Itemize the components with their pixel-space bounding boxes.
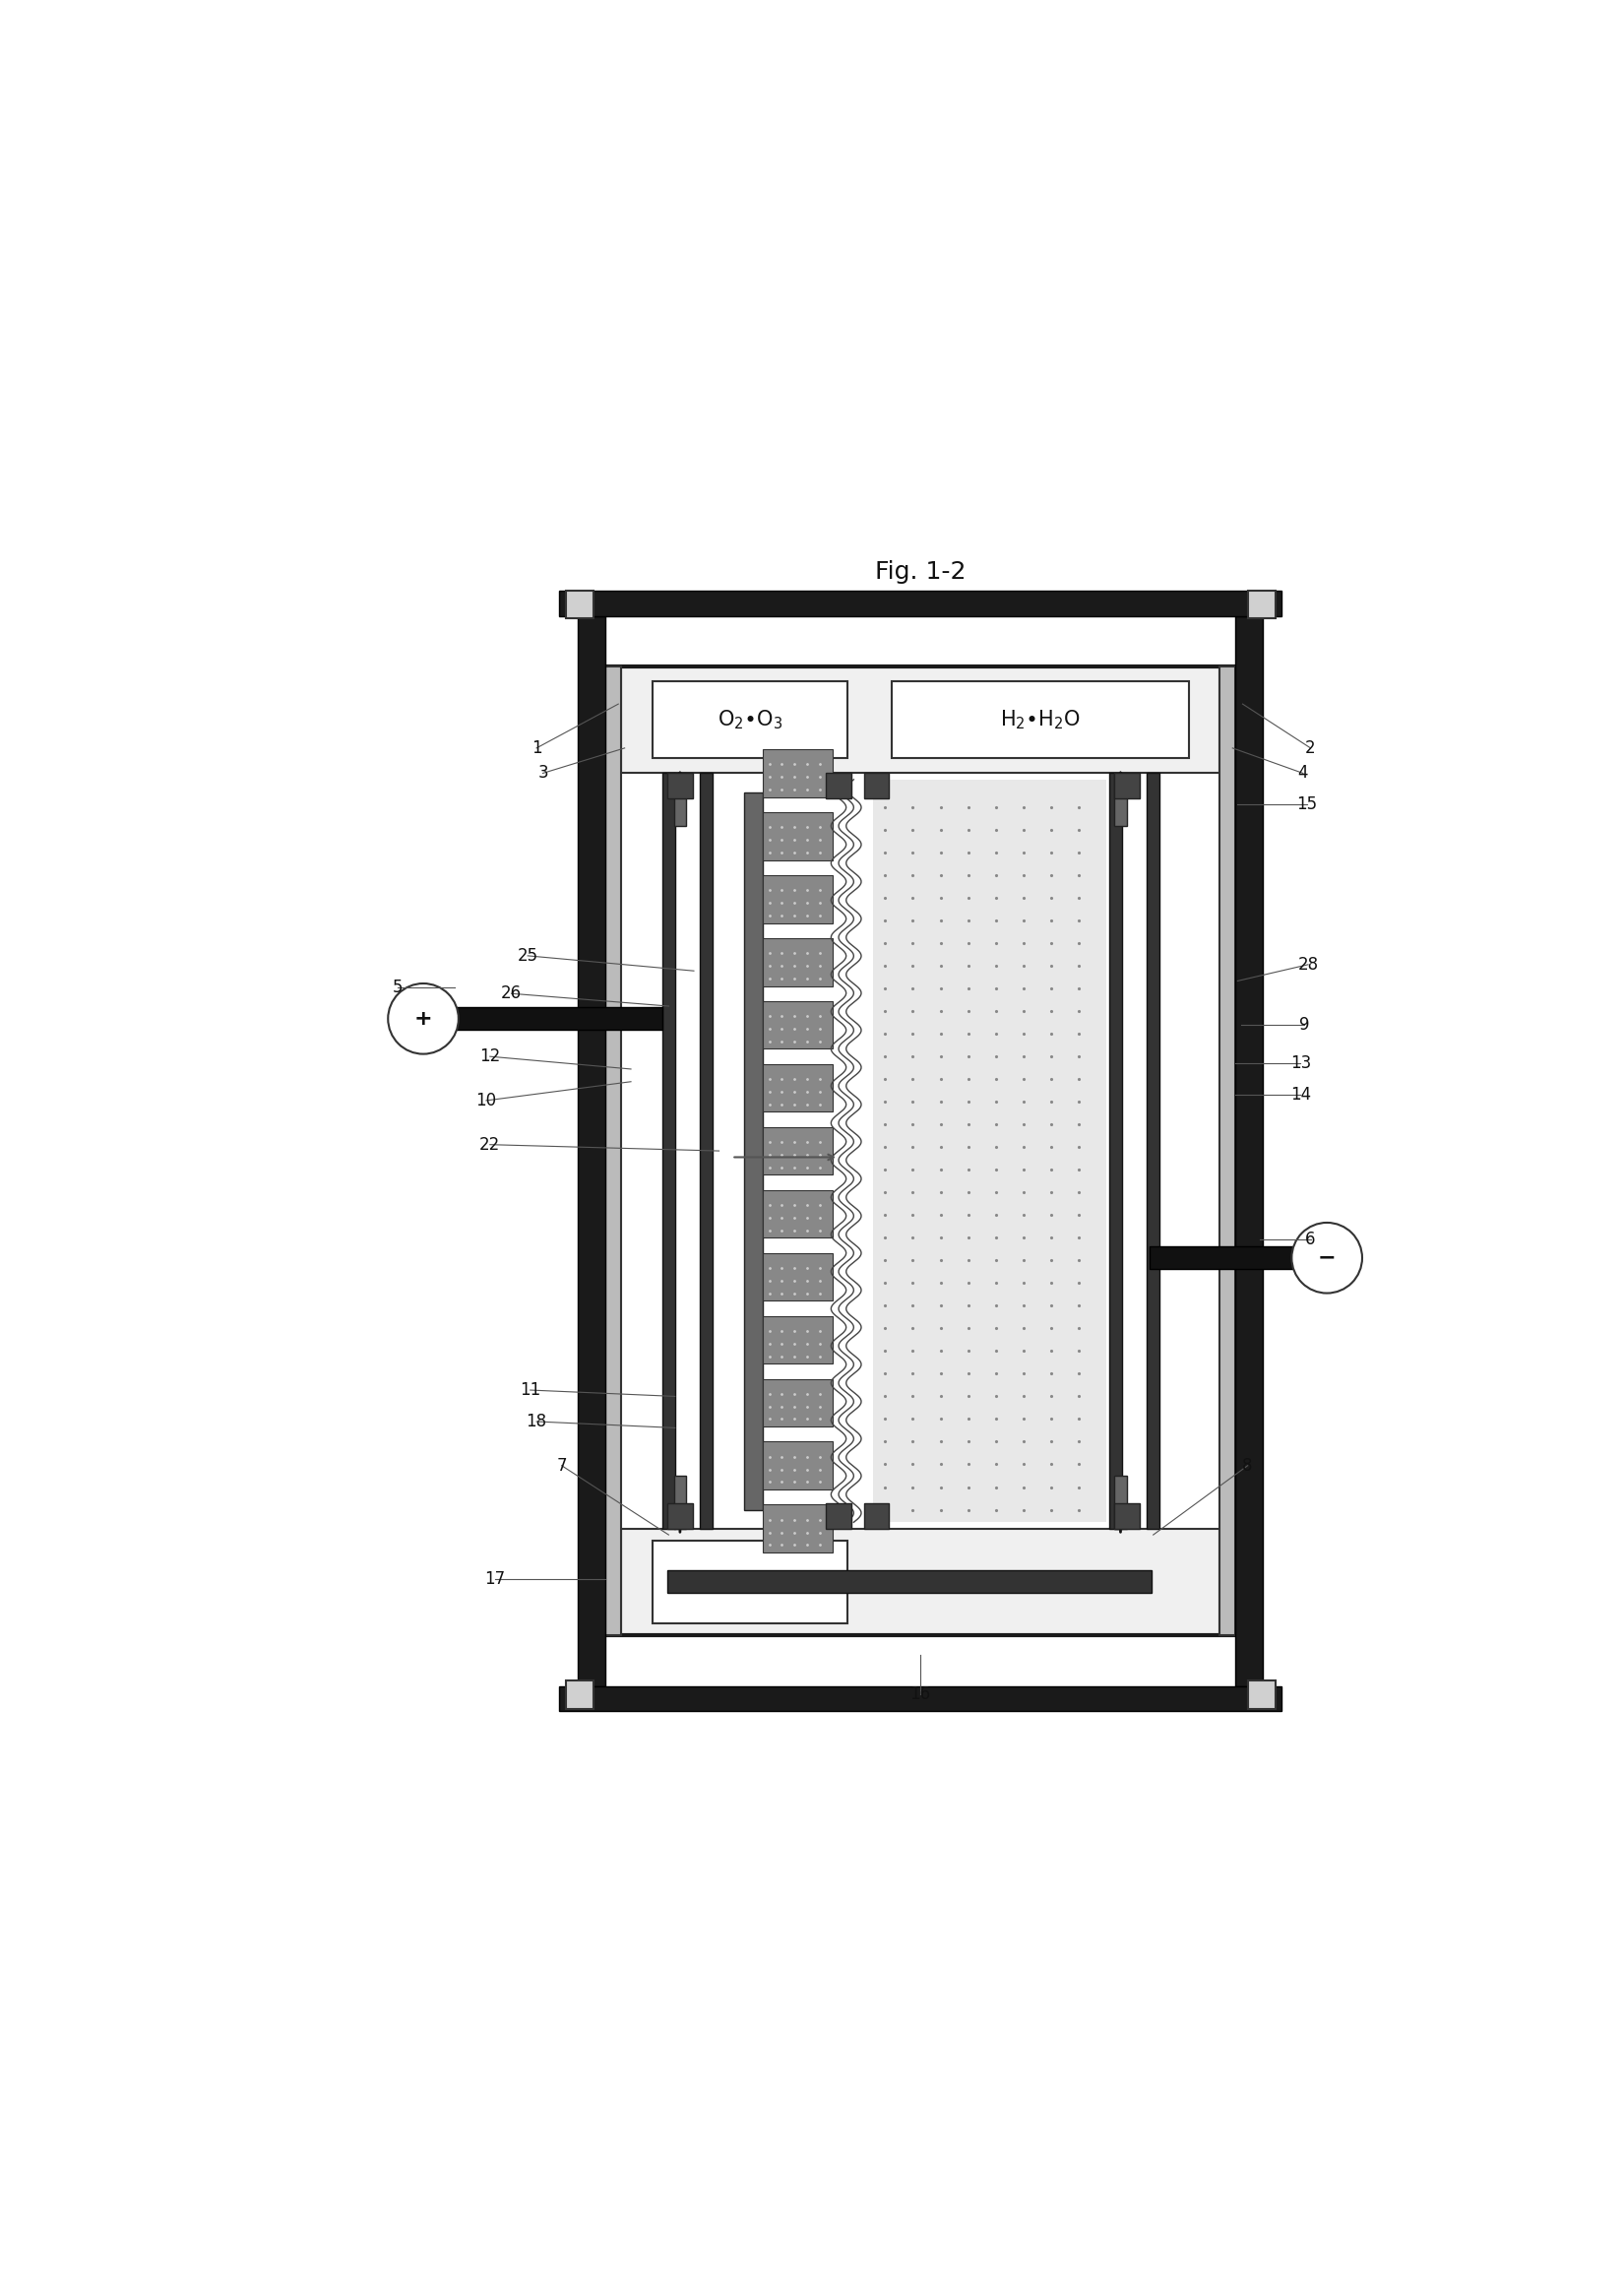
Text: 26: 26 [500, 985, 521, 1003]
Bar [864, 1504, 888, 1529]
Bar [667, 773, 692, 798]
Bar [578, 615, 606, 1686]
Circle shape [1291, 1222, 1363, 1292]
Bar [663, 773, 676, 1529]
Bar [1109, 773, 1122, 1529]
Text: H$_2$$\bullet$H$_2$O: H$_2$$\bullet$H$_2$O [1000, 709, 1080, 732]
Bar [763, 1379, 831, 1427]
Bar [565, 1682, 593, 1709]
Text: +: + [414, 1010, 432, 1028]
Bar [763, 1504, 831, 1552]
Text: 8: 8 [1242, 1456, 1252, 1475]
Bar [606, 665, 620, 1636]
Bar [1114, 773, 1140, 798]
Text: 4: 4 [1298, 763, 1309, 782]
Bar [763, 1064, 831, 1112]
Bar [1147, 773, 1160, 1529]
Bar [763, 1253, 831, 1301]
Bar [559, 590, 1281, 615]
Bar [700, 773, 713, 1529]
Bar [565, 590, 593, 618]
Bar [763, 1000, 831, 1048]
Bar [763, 1315, 831, 1363]
Bar [763, 811, 831, 859]
Bar [763, 1443, 831, 1490]
Text: 5: 5 [393, 978, 403, 996]
Bar [763, 1128, 831, 1174]
Bar [1220, 665, 1236, 1636]
Text: 16: 16 [909, 1686, 931, 1705]
Bar [674, 1477, 687, 1529]
Circle shape [388, 985, 458, 1053]
Bar [1247, 590, 1275, 618]
Bar [620, 1529, 1220, 1636]
Bar [744, 793, 763, 1509]
Bar [892, 681, 1189, 759]
Bar [763, 750, 831, 798]
Bar [620, 665, 1220, 773]
Text: 11: 11 [520, 1381, 541, 1399]
Text: 10: 10 [476, 1092, 497, 1110]
Text: 13: 13 [1289, 1053, 1311, 1071]
Text: 3: 3 [538, 763, 547, 782]
Text: 22: 22 [479, 1135, 500, 1153]
Bar [1114, 773, 1127, 825]
Text: H$_2$O: H$_2$O [729, 1570, 771, 1593]
Text: Fig. 1-2: Fig. 1-2 [875, 561, 966, 583]
Bar [827, 773, 851, 798]
Bar [448, 1007, 663, 1030]
Text: 18: 18 [526, 1413, 547, 1431]
Bar [1114, 1504, 1140, 1529]
Text: 6: 6 [1306, 1231, 1315, 1249]
Text: 12: 12 [479, 1048, 500, 1064]
Bar [1247, 1682, 1275, 1709]
Bar [667, 1570, 1151, 1593]
Text: 1: 1 [531, 738, 542, 757]
Text: 7: 7 [557, 1456, 567, 1475]
Bar [827, 1504, 851, 1529]
Text: −: − [1317, 1249, 1337, 1267]
Bar [864, 773, 888, 798]
Text: 14: 14 [1289, 1085, 1311, 1103]
Bar [1150, 1247, 1304, 1269]
Text: O$_2$$\bullet$O$_3$: O$_2$$\bullet$O$_3$ [718, 709, 783, 732]
Bar [1114, 1477, 1127, 1529]
Bar [1236, 615, 1263, 1686]
Bar [763, 939, 831, 987]
Bar [653, 681, 848, 759]
Bar [763, 875, 831, 923]
Text: 17: 17 [484, 1570, 505, 1588]
Bar [872, 779, 1106, 1522]
Bar [674, 773, 687, 825]
Bar [763, 1190, 831, 1237]
Text: 9: 9 [1299, 1016, 1309, 1035]
Text: 28: 28 [1298, 955, 1319, 973]
Bar [667, 1504, 692, 1529]
Bar [653, 1541, 848, 1623]
Text: 2: 2 [1306, 738, 1315, 757]
Bar [559, 1686, 1281, 1712]
Text: 15: 15 [1296, 795, 1317, 814]
Text: 25: 25 [518, 946, 538, 964]
